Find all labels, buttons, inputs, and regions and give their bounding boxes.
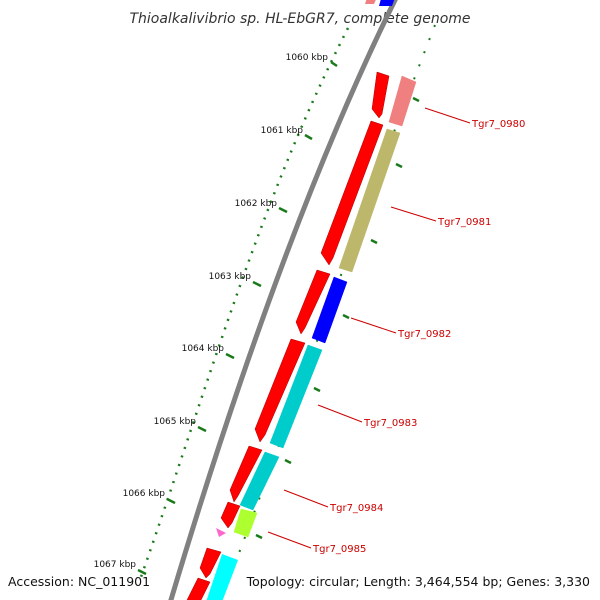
gene-leader-line <box>350 317 397 334</box>
gene-leader-line <box>424 107 471 124</box>
gene-block-next <box>206 554 238 600</box>
gene-block-tgr7_0985 <box>233 508 258 538</box>
inner-tick-mark <box>370 238 378 245</box>
gene-label-tgr7_0982[interactable]: Tgr7_0982 <box>397 329 451 340</box>
accession-text: Accession: NC_011901 <box>8 574 150 589</box>
gene-leader-line <box>317 404 363 423</box>
gene-block-tgr7_0981 <box>338 128 401 273</box>
gene-label-tgr7_0984[interactable]: Tgr7_0984 <box>329 503 383 514</box>
inner-tick-mark <box>255 533 263 540</box>
cds-arrow-next-2 <box>186 577 211 600</box>
backbone-ring <box>168 0 398 600</box>
map-title: Thioalkalivibrio sp. HL-EbGR7, complete … <box>129 11 470 27</box>
gene-block-tgr7_0983 <box>269 344 323 449</box>
scale-tick-mark <box>278 206 288 214</box>
gene-leader-line <box>283 489 329 508</box>
genome-summary-text: Topology: circular; Length: 3,464,554 bp… <box>246 574 590 589</box>
scale-tick-mark <box>197 425 207 433</box>
inner-tick-mark <box>395 162 403 169</box>
cds-arrow-0984 <box>229 445 263 503</box>
gene-block-tgr7_0980 <box>388 75 417 127</box>
gene-block-tgr7_0984 <box>239 451 280 511</box>
scale-tick-label: 1064 kbp <box>182 344 225 354</box>
cds-arrow-0983 <box>254 338 306 443</box>
scale-tick-mark <box>304 133 313 141</box>
gene-label-tgr7_0980[interactable]: Tgr7_0980 <box>471 119 525 130</box>
scale-tick-label: 1060 kbp <box>286 53 329 63</box>
inner-tick-mark <box>313 386 321 393</box>
scale-tick-mark <box>225 352 235 360</box>
cds-arrow-0985 <box>220 501 241 529</box>
prev-gene-pink <box>365 0 376 4</box>
cds-arrow-0982 <box>295 269 331 335</box>
scale-tick-label: 1067 kbp <box>94 560 137 570</box>
inner-tick-mark <box>284 458 292 465</box>
inner-tick-mark <box>412 96 420 103</box>
scale-tick-label: 1066 kbp <box>123 489 166 499</box>
cds-track <box>186 71 390 600</box>
scale-tick-label: 1061 kbp <box>261 126 304 136</box>
scale-tick-label: 1065 kbp <box>154 417 197 427</box>
small-feature-pink <box>216 528 226 537</box>
scale-tick-mark <box>252 280 262 288</box>
gene-leader-line <box>390 206 437 222</box>
prev-gene-blue <box>379 0 395 6</box>
cds-arrow-0980 <box>371 71 390 119</box>
scale-tick-label: 1063 kbp <box>209 272 252 282</box>
gene-blocks <box>206 75 417 600</box>
scale-ticks: 1060 kbp 1061 kbp 1062 kbp 1063 kbp 1064 kbp… <box>94 53 420 576</box>
inner-tick-mark <box>342 313 350 320</box>
scale-tick-mark <box>330 60 338 68</box>
gene-label-tgr7_0983[interactable]: Tgr7_0983 <box>363 418 417 429</box>
scale-tick-label: 1062 kbp <box>235 199 278 209</box>
gene-leader-line <box>267 531 312 549</box>
gene-block-tgr7_0982 <box>311 276 348 344</box>
gene-labels: Tgr7_0980 Tgr7_0981 Tgr7_0982 Tgr7_0983 Tgr7… <box>267 107 525 555</box>
cds-arrow-next-1 <box>199 547 222 579</box>
scale-tick-mark <box>137 568 147 576</box>
gene-label-tgr7_0985[interactable]: Tgr7_0985 <box>312 544 366 555</box>
gene-label-tgr7_0981[interactable]: Tgr7_0981 <box>437 217 491 228</box>
cds-arrow-0981 <box>320 120 384 266</box>
scale-tick-mark <box>166 497 176 505</box>
